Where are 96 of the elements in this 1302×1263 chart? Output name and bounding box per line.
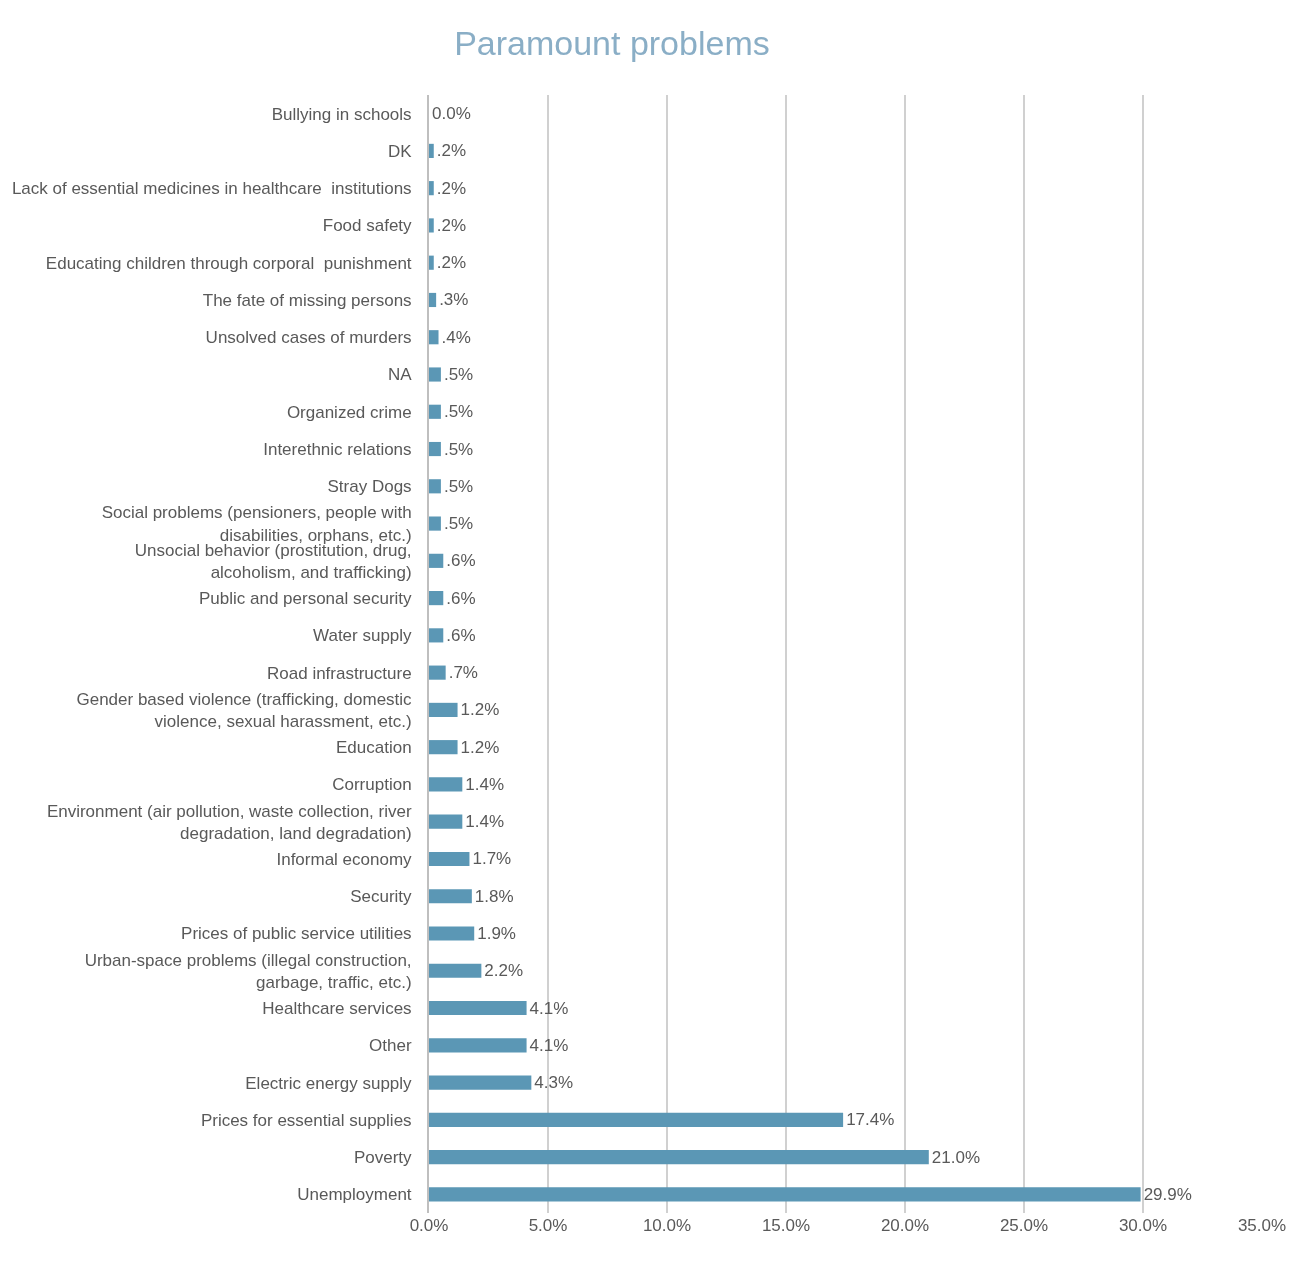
y-tick-label: Road infrastructure — [267, 663, 412, 683]
y-tick-label: Interethnic relations — [263, 439, 412, 459]
data-label: 21.0% — [931, 1147, 980, 1167]
y-tick-label: Food safety — [322, 216, 413, 236]
y-tick-label: Unemployment — [297, 1185, 412, 1205]
y-tick-label: Water supply — [313, 626, 413, 646]
y-tick-label: DK — [387, 141, 413, 161]
bar — [429, 1112, 844, 1127]
x-tick-label: 25.0% — [999, 1216, 1049, 1235]
data-label: .2% — [436, 141, 467, 161]
bar — [429, 665, 446, 680]
x-tick-label: 10.0% — [642, 1216, 692, 1235]
data-label: .5% — [443, 402, 474, 422]
data-label: 17.4% — [846, 1110, 895, 1130]
bar — [429, 1038, 527, 1053]
data-label: .7% — [448, 663, 478, 683]
bar — [429, 814, 463, 829]
bar — [429, 889, 472, 904]
data-label: 29.9% — [1143, 1184, 1192, 1204]
y-tick-label: Healthcare services — [262, 998, 412, 1018]
bar — [429, 441, 441, 457]
y-tick-label: The fate of missing persons — [202, 290, 412, 310]
bar — [429, 404, 441, 419]
y-tick-label: Educating children through corporal punishment — [45, 253, 412, 273]
bar — [429, 851, 470, 867]
y-tick-label: Stray Dogs — [327, 477, 412, 497]
bar — [429, 292, 437, 308]
bar — [429, 926, 475, 941]
data-label: .6% — [446, 625, 476, 645]
data-label: 1.2% — [460, 700, 500, 720]
bar — [429, 553, 444, 568]
x-tick-label: 35.0% — [1237, 1216, 1287, 1235]
y-tick-label: Lack of essential medicines in healthcare institutions — [11, 179, 412, 199]
y-tick-label: Security — [350, 887, 413, 907]
data-label: 1.4% — [465, 774, 505, 794]
y-tick-label: Prices for essential supplies — [200, 1110, 412, 1130]
bar — [429, 218, 434, 233]
y-tick-label: Unsolved cases of murders — [205, 328, 412, 348]
data-label: 1.8% — [474, 886, 514, 906]
data-label: .4% — [441, 327, 471, 347]
y-tick-label: Other — [369, 1036, 412, 1056]
bar — [429, 330, 439, 345]
data-label: .5% — [443, 439, 474, 459]
data-label: 1.2% — [460, 737, 500, 757]
y-tick-label: Electric energy supply — [245, 1073, 413, 1093]
bar — [429, 143, 434, 158]
y-tick-label: Education — [335, 738, 412, 758]
y-tick-label: Poverty — [353, 1148, 413, 1168]
bar — [429, 628, 444, 643]
data-label: .2% — [436, 253, 467, 273]
data-label: .6% — [446, 588, 476, 608]
bar — [429, 181, 434, 196]
data-label: 1.7% — [472, 849, 512, 869]
data-label: 4.3% — [534, 1073, 574, 1093]
x-tick-label: 5.0% — [528, 1216, 568, 1235]
x-tick-label: 30.0% — [1118, 1216, 1168, 1235]
data-label: .2% — [436, 215, 467, 235]
x-tick-label: 15.0% — [761, 1216, 811, 1235]
bar — [429, 1075, 532, 1090]
y-tick-label: Environment (air pollution, waste collection, river degradation, land degradation) — [46, 801, 412, 843]
y-tick-label: Gender based violence (trafficking, domestic violence, sexual harassment, etc.) — [76, 689, 413, 731]
data-label: .3% — [439, 290, 469, 310]
y-tick-label: NA — [387, 365, 413, 385]
data-label: .5% — [443, 514, 474, 534]
data-label: .6% — [446, 551, 476, 571]
y-tick-label: Bullying in schools — [271, 104, 412, 124]
bar — [429, 367, 441, 382]
y-tick-label: Informal economy — [276, 849, 413, 869]
y-tick-label: Organized crime — [286, 402, 412, 422]
bar — [429, 777, 463, 792]
bar — [429, 479, 441, 494]
bar — [429, 255, 434, 270]
data-label: 2.2% — [484, 961, 524, 981]
bar — [429, 1150, 929, 1165]
data-label: 1.4% — [465, 812, 505, 832]
x-tick-label: 0.0% — [409, 1216, 449, 1235]
bar — [429, 516, 441, 531]
bar — [429, 702, 458, 717]
bar — [429, 963, 482, 978]
data-label: 4.1% — [529, 1035, 569, 1055]
chart-title: Paramount problems — [454, 24, 770, 63]
x-tick-label: 20.0% — [880, 1216, 930, 1235]
y-tick-label: Public and personal security — [198, 589, 413, 609]
bar — [429, 1187, 1141, 1202]
y-tick-label: Urban-space problems (illegal construction, garbage, traffic, etc.) — [84, 950, 412, 992]
data-label: .5% — [443, 476, 474, 496]
data-label: 4.1% — [529, 998, 569, 1018]
data-label: 0.0% — [432, 104, 471, 124]
data-label: .2% — [436, 178, 467, 198]
bar — [429, 740, 458, 755]
bar — [429, 591, 444, 606]
bar — [429, 1000, 527, 1016]
y-tick-label: Prices of public service utilities — [181, 924, 412, 944]
data-label: .5% — [443, 365, 474, 384]
y-tick-label: Corruption — [332, 775, 412, 795]
data-label: 1.9% — [477, 924, 516, 943]
